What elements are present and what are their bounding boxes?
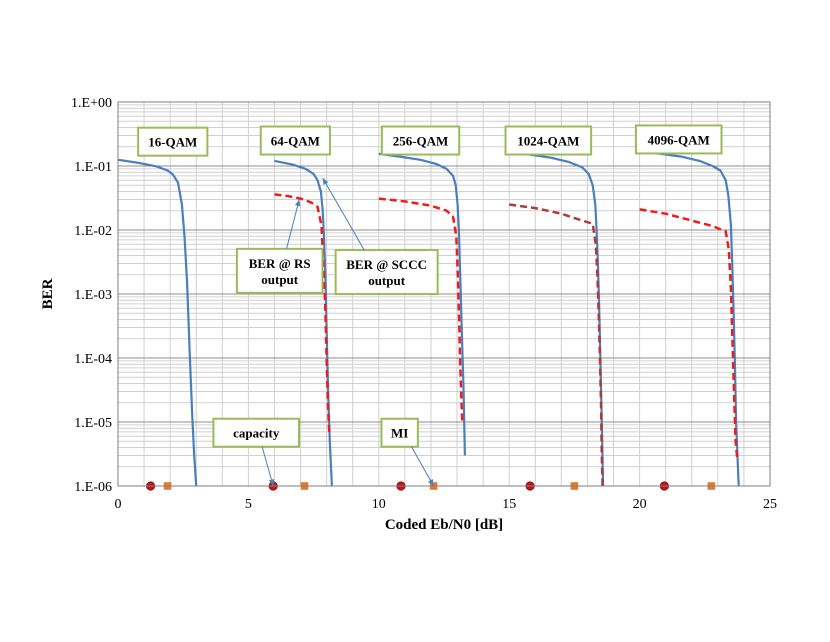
qam-label-text: 64-QAM [271, 134, 320, 149]
axes-group [117, 101, 771, 487]
callout-box [212, 417, 301, 448]
x-tick-label: 25 [763, 497, 777, 512]
qam-label-text: 1024-QAM [517, 134, 579, 149]
x-tick-label: 5 [245, 497, 252, 512]
callout-arrowhead [268, 479, 275, 486]
callout-arrow [411, 446, 435, 487]
qam-label-text: 4096-QAM [648, 132, 710, 147]
callout-arrowhead [322, 177, 329, 185]
series-line-rs [509, 203, 604, 487]
qam-label-box [380, 125, 461, 156]
qam-label-text: 256-QAM [393, 134, 449, 149]
qam-label-box [259, 125, 331, 156]
callout-arrow [261, 446, 274, 487]
callout-text: capacity [233, 426, 280, 441]
y-tick-label: 1.E-05 [74, 416, 112, 431]
qam-label-box [137, 126, 209, 157]
series-line-rs [378, 197, 464, 423]
callout-text: output [261, 272, 299, 287]
qam-label-box [504, 125, 593, 156]
callout-arrowhead [428, 479, 434, 486]
callout-arrow [322, 177, 365, 251]
series-line-sccc [378, 152, 466, 456]
callout-box [334, 249, 439, 296]
callouts-group: 16-QAM 64-QAM 256-QAM 1024-QAM 4096-QAM BER @… [137, 124, 723, 487]
x-tick-label: 20 [633, 497, 647, 512]
series-line-sccc [509, 151, 605, 487]
y-axis-title: BER [40, 278, 56, 309]
callout-arrowhead [295, 199, 301, 207]
x-tick-label: 15 [502, 497, 516, 512]
plot-frame [117, 101, 771, 487]
series-group [117, 150, 740, 487]
callout-box [380, 417, 419, 448]
x-tick-label: 0 [115, 497, 122, 512]
y-tick-label: 1.E-04 [74, 352, 112, 367]
y-tick-label: 1.E+00 [71, 96, 112, 111]
x-tick-label: 10 [372, 497, 386, 512]
callout-text: output [368, 273, 406, 288]
y-tick-label: 1.E-02 [74, 224, 112, 239]
y-tick-label: 1.E-01 [74, 160, 112, 175]
series-line-rs [274, 193, 331, 432]
callout-text: BER @ RS [249, 256, 311, 271]
callout-box [235, 247, 324, 294]
y-tick-label: 1.E-03 [74, 288, 112, 303]
series-line-rs [639, 208, 739, 461]
qam-label-text: 16-QAM [148, 135, 197, 150]
series-line-sccc [117, 158, 198, 487]
callout-arrow [286, 199, 300, 249]
x-axis-title: Coded Eb/N0 [dB] [385, 517, 503, 533]
y-tick-label: 1.E-06 [74, 480, 112, 495]
tick-labels: 0 5 10 15 20 25 1.E+00 1.E-01 1.E-02 1.E-03 1.E-04… [71, 96, 777, 512]
callout-text: MI [391, 426, 408, 441]
qam-label-box [634, 124, 723, 155]
series-line-sccc [639, 150, 740, 487]
callout-text: BER @ SCCC [346, 257, 427, 272]
